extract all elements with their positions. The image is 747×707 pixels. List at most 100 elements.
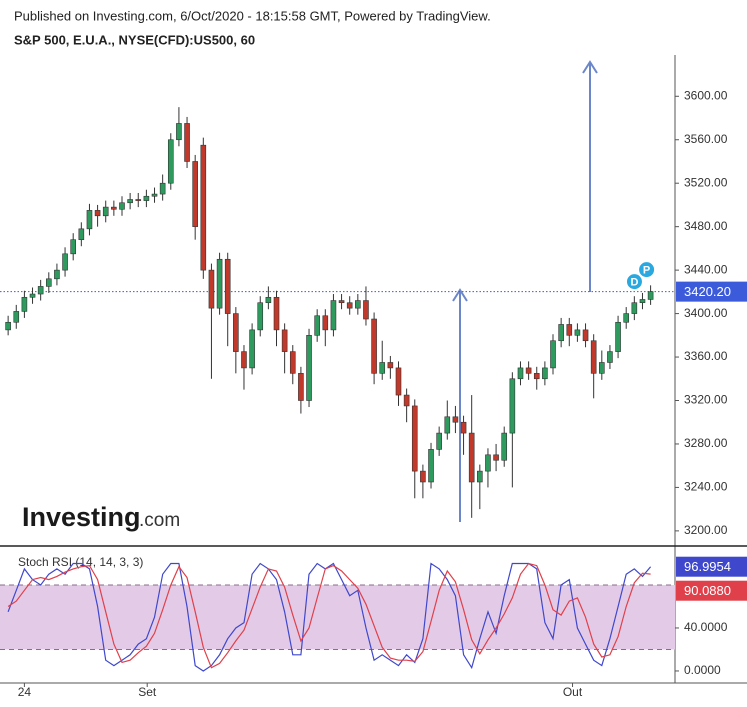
candle-body (428, 449, 434, 483)
candle-body (517, 367, 524, 380)
value-label: 90.0880 (684, 583, 731, 598)
candle-body (599, 362, 605, 374)
y-tick-label: 3200.00 (684, 523, 728, 537)
candle-body (37, 286, 44, 295)
candle-body (542, 367, 548, 380)
candle-body (13, 311, 20, 323)
y-tick-label: 3280.00 (684, 436, 728, 450)
y-tick-label: 3480.00 (684, 219, 728, 233)
candle-body (420, 470, 426, 483)
value-label-bg (676, 580, 747, 601)
candle-body (485, 454, 491, 472)
symbol-title: S&P 500, E.U.A., NYSE(CFD):US500, 60 (14, 32, 255, 47)
candle-body (208, 269, 215, 309)
y-tick-label: 3520.00 (684, 175, 728, 189)
y-tick-label: 40.0000 (684, 620, 728, 634)
candle-body (590, 340, 597, 374)
candle-body (78, 228, 85, 241)
candle-body (176, 123, 182, 141)
candle-body (436, 432, 442, 450)
candle-body (550, 340, 556, 369)
x-tick-label: 24 (18, 685, 32, 699)
stoch-line (7, 562, 652, 672)
candle-body (623, 313, 630, 323)
event-marker-label: P (643, 265, 650, 277)
value-label-bg (676, 556, 747, 577)
candle-body (582, 329, 589, 342)
y-tick-label: 3440.00 (684, 262, 728, 276)
candle-body (45, 278, 52, 287)
candle-body (338, 300, 345, 304)
price-label: 3420.20 (684, 284, 731, 299)
candle-body (452, 416, 459, 423)
price-label-bg (676, 281, 747, 302)
candle-body (566, 324, 573, 336)
candle-body (363, 300, 369, 320)
candle-body (265, 296, 272, 304)
candle-body (143, 195, 150, 201)
candle-body (54, 269, 60, 280)
candle-body (371, 318, 377, 374)
candle-body (224, 258, 231, 314)
logo: Investing (22, 502, 141, 532)
event-marker (625, 273, 643, 291)
candle-body (151, 193, 158, 197)
y-tick-label: 0.0000 (684, 663, 721, 677)
candle-body (86, 210, 93, 230)
candle-body (330, 300, 337, 331)
y-tick-label: 3560.00 (684, 132, 728, 146)
candle-body (94, 210, 101, 217)
candle-body (314, 315, 320, 336)
candle-body (493, 454, 499, 461)
candle-body (216, 258, 223, 309)
candle-body (468, 432, 475, 483)
candle-body (444, 416, 451, 434)
candle-body (509, 378, 516, 434)
candle-body (615, 321, 621, 352)
logo-suffix: .com (139, 510, 180, 531)
candle-body (70, 239, 76, 255)
candle-body (62, 253, 68, 271)
candle-body (167, 139, 174, 184)
candle-body (5, 321, 11, 331)
candle-body (257, 302, 264, 331)
candle-body (501, 432, 508, 461)
candle-body (29, 293, 36, 298)
candle-body (639, 299, 646, 304)
candle-body (607, 351, 613, 363)
x-tick-label: Out (563, 685, 583, 699)
candle-body (395, 367, 402, 396)
candle-body (21, 296, 28, 312)
candle-body (127, 199, 133, 204)
candle-body (477, 470, 483, 483)
candle-body (200, 144, 207, 271)
candle-body (233, 313, 239, 352)
candle-body (355, 300, 361, 309)
value-label: 96.9954 (684, 559, 731, 574)
candle-body (631, 302, 638, 314)
candle-body (306, 335, 312, 401)
x-tick-label: Set (138, 685, 157, 699)
y-tick-label: 3320.00 (684, 393, 728, 407)
candle-body (298, 373, 304, 401)
candle-body (322, 315, 329, 331)
candle-body (346, 302, 353, 309)
event-marker-label: D (630, 277, 638, 289)
y-tick-label: 3360.00 (684, 349, 728, 363)
y-tick-label: 3600.00 (684, 88, 728, 102)
candle-body (379, 362, 386, 374)
candle-body (533, 373, 540, 380)
y-tick-label: 3240.00 (684, 480, 728, 494)
candle-body (102, 206, 109, 217)
candle-body (460, 421, 467, 434)
published-note: Published on Investing.com, 6/Oct/2020 -… (14, 8, 491, 23)
candle-body (241, 351, 247, 369)
candle-body (111, 206, 117, 210)
candle-body (135, 199, 142, 201)
candle-body (281, 329, 288, 352)
candle-body (403, 394, 410, 407)
stoch-line (7, 562, 651, 669)
candle-body (192, 161, 198, 227)
candle-body (411, 405, 418, 472)
